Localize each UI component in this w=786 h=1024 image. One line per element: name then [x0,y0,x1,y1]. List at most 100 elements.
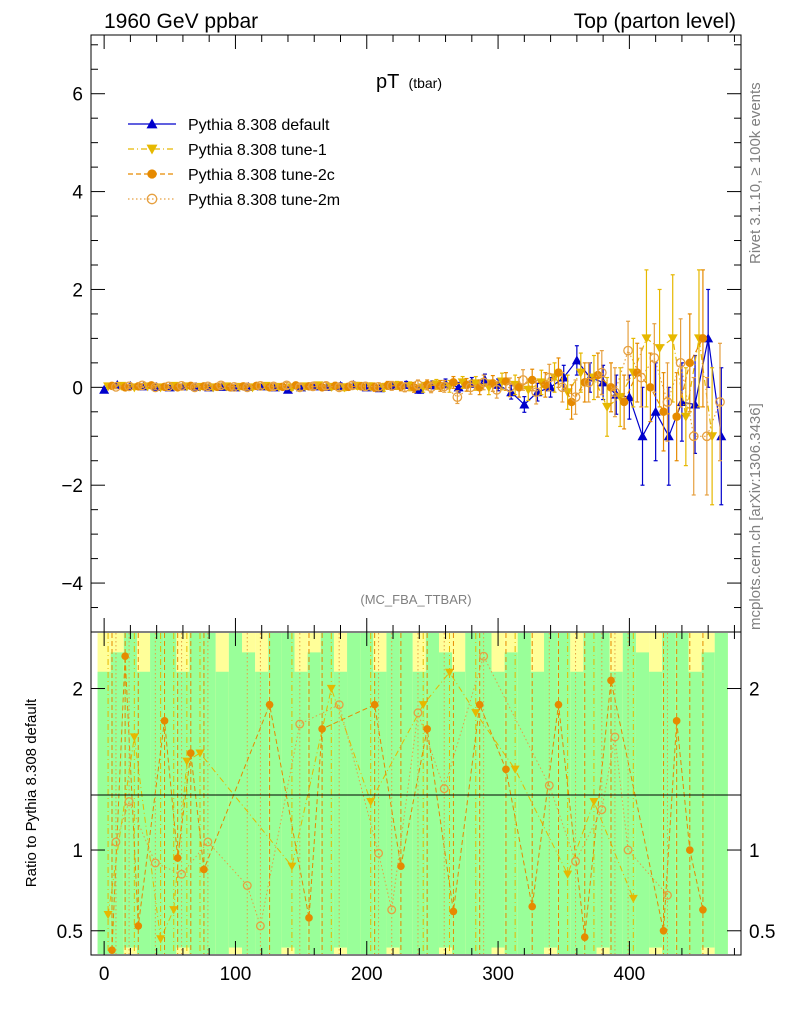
ratio-band-inner [609,671,623,954]
ratio-ytick-label: 0.5 [57,922,83,943]
ratio-point [366,797,376,807]
ratio-point [502,765,510,774]
xtick-label: 400 [614,964,646,985]
data-point [426,382,437,393]
data-point [571,355,582,365]
data-point [163,381,174,392]
data-point [667,334,678,344]
ratio-ytick-label: 2 [72,680,83,701]
data-point [636,372,647,383]
ratio-band-inner [570,671,584,954]
xtick-label: 200 [351,964,383,985]
legend: Pythia 8.308 default Pythia 8.308 tune-1 P… [128,117,340,209]
ratio-band-inner [596,633,610,948]
data-point [491,384,502,395]
data-point [619,397,629,407]
data-point [583,377,594,388]
ratio-band-inner [478,633,492,954]
data-point [334,382,345,393]
data-point [457,378,468,388]
ratio-ylabel: Ratio to Pythia 8.308 default [23,698,40,887]
data-point [519,399,530,409]
data-point [541,380,550,390]
data-point [268,381,279,392]
ratio-ytick-label-right: 2 [749,680,760,701]
data-point [510,380,521,390]
data-point [690,399,701,409]
data-point [698,334,708,343]
main-title: pT (tbar) [376,71,442,93]
data-point [255,380,266,391]
data-point [242,382,253,393]
data-point [504,382,515,393]
data-point [598,377,609,387]
main-ytick-label: −2 [61,476,83,497]
ratio-band-inner [425,633,439,954]
ratio-point [177,869,187,879]
data-point [554,368,563,377]
ratio-band-inner [150,633,164,954]
ratio-point [479,651,489,661]
data-point [281,380,292,391]
ratio-point [334,700,344,710]
data-point [649,353,660,363]
data-point [688,431,699,442]
data-point [662,397,673,407]
main-ytick-label: 0 [72,378,83,399]
ratio-point [318,725,326,733]
ratio-point [628,894,638,903]
main-ytick-label: 4 [72,183,83,204]
data-point [150,382,161,393]
legend-label: Pythia 8.308 tune-2m [188,192,340,209]
ratio-panel: 0.5 0.5 1 1 2 2 Ratio to Pythia 8.308 default [23,631,775,956]
ratio-point [449,907,458,916]
series-0 [99,288,727,506]
ratio-ytick-label-right: 1 [749,841,760,862]
ratio-point [255,921,265,931]
main-title-sub: (tbar) [409,75,442,91]
ratio-point [528,902,537,911]
ratio-point [418,701,428,710]
data-point [399,382,410,393]
ratio-band-inner [202,633,216,954]
xtick-label: 300 [482,964,514,985]
ratio-band-inner [215,671,229,954]
data-point [111,381,121,392]
ratio-band-inner [452,671,466,954]
ratio-point [156,935,166,944]
ratio-point [134,922,143,930]
data-point [470,379,481,389]
ratio-band-inner [675,633,689,954]
ratio-band-inner [333,671,348,948]
data-point [229,381,240,392]
main-series-group [99,269,727,506]
data-point [654,344,665,354]
ratio-point [610,732,620,742]
ratio-point [439,784,449,794]
ratio-point [295,719,305,729]
ratio-point [305,914,313,922]
legend-marker [146,118,158,129]
ratio-point [544,780,554,790]
ratio-band-inner [294,671,308,954]
data-point [518,375,528,385]
ratio-band-inner [123,633,137,948]
ratio-band-inner [438,652,453,948]
ratio-series-2 [111,633,672,954]
ratio-ytick-label: 1 [72,841,83,862]
rivet-label: Rivet 3.1.10, ≥ 100k events [747,82,764,264]
ratio-band-inner [268,633,282,954]
data-point [715,397,725,407]
data-point [452,392,463,403]
ratio-point [413,708,423,718]
data-point [641,334,652,344]
main-panel: −4 −2 0 2 4 6 pT (tbar) (MC_FBA_TTBAR) Pythia… [61,34,742,633]
ratio-series-1 [108,633,707,954]
ratio-point [103,911,113,920]
ratio-point [475,700,484,709]
series-line [111,338,704,418]
xtick-label: 100 [220,964,252,985]
ratio-point [387,905,397,915]
ratio-series-line [115,654,668,928]
